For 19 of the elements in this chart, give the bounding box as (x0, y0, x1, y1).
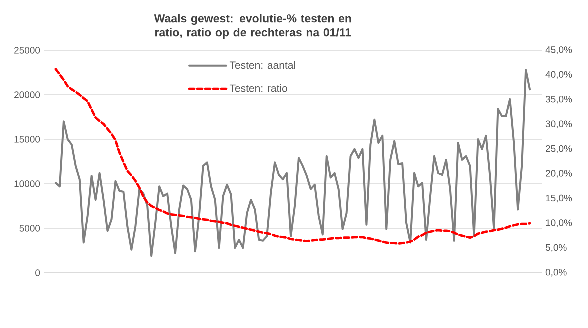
y-tick-label: 10000 (14, 180, 40, 188)
legend-label: Testen: aantal (230, 61, 296, 70)
y2-tick-label: 25,0% (546, 145, 572, 154)
y2-tick-label: 10,0% (546, 220, 572, 228)
y2-tick-label: 40,0% (546, 71, 572, 80)
y-tick-label: 5000 (20, 225, 40, 232)
y-tick-label: 20000 (14, 92, 40, 98)
y2-tick-label: 0,0% (546, 269, 567, 277)
y2-tick-label: 45,0% (546, 46, 572, 54)
y2-tick-label: 30,0% (546, 120, 572, 129)
legend-label: Testen: ratio (230, 84, 288, 92)
y2-tick-label: 5,0% (546, 244, 567, 252)
y2-tick-label: 35,0% (546, 96, 572, 104)
y2-tick-label: 20,0% (546, 170, 572, 178)
y-tick-label: 25000 (14, 47, 40, 54)
chart-title: Waals gewest: evolutie-% testen en ratio, ratio op de rechteras na 01/11 (154, 14, 352, 39)
y-tick-label: 0 (36, 270, 40, 276)
y2-tick-label: 15,0% (546, 194, 572, 203)
y-tick-label: 15000 (14, 136, 40, 143)
